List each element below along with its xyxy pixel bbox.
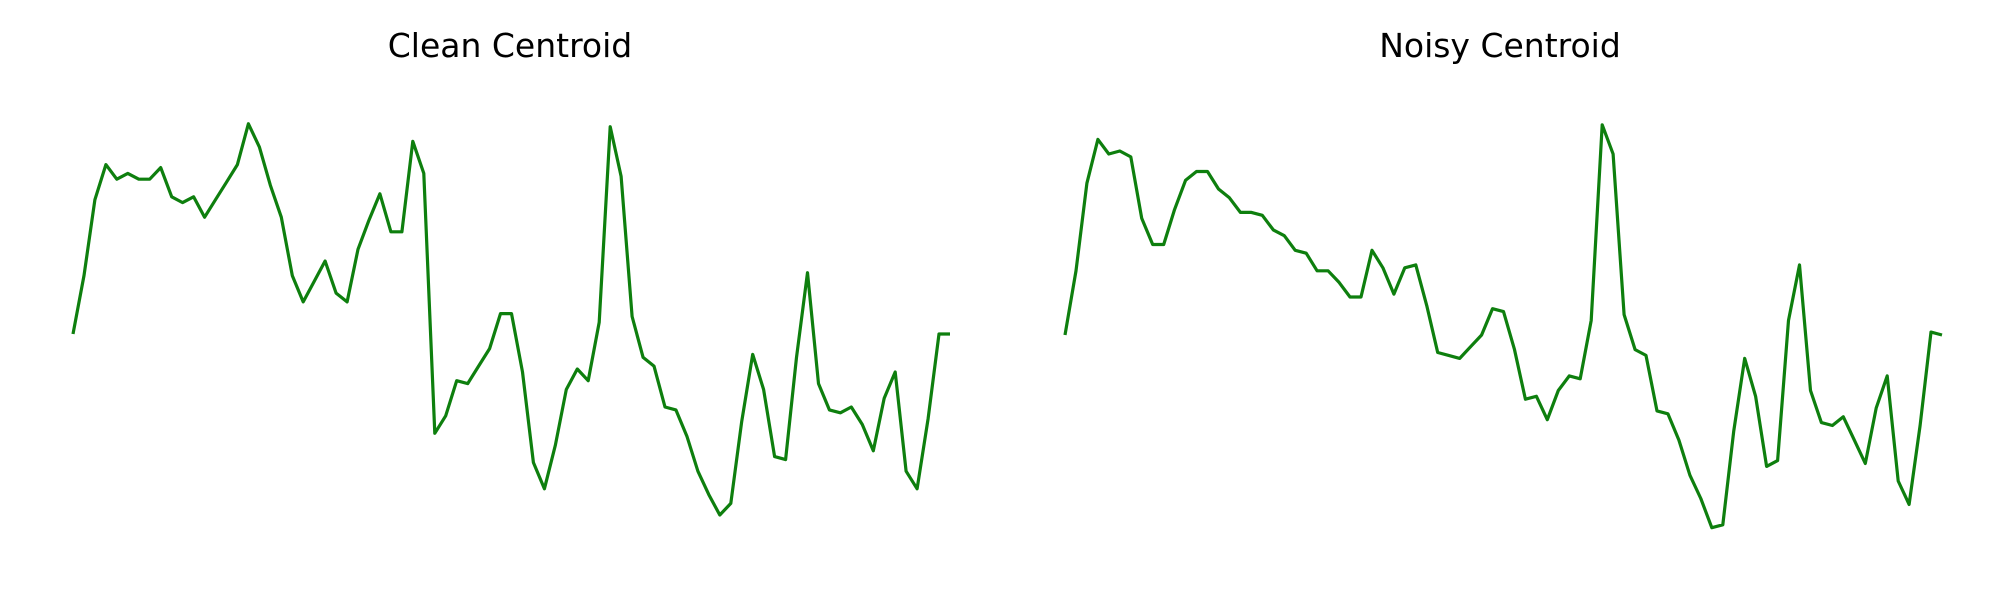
noisy-centroid-line [1063, 123, 1943, 530]
clean-centroid-line [71, 122, 950, 517]
noisy-centroid-chart: Noisy Centroid [1063, 26, 1943, 530]
clean-centroid-title: Clean Centroid [388, 26, 633, 65]
noisy-centroid-title: Noisy Centroid [1379, 26, 1621, 65]
clean-centroid-chart: Clean Centroid [71, 26, 950, 517]
